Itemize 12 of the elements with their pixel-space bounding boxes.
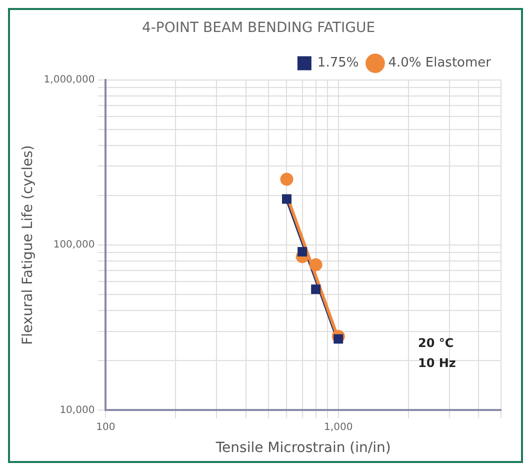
x-axis-title: Tensile Microstrain (in/in): [214, 440, 391, 456]
annotation: 10 Hz: [418, 356, 456, 370]
x-tick-label: 100: [96, 422, 116, 433]
y-tick-label: 10,000: [60, 404, 95, 416]
y-tick-label: 1,000,000: [44, 74, 95, 86]
legend-label: 1.75%: [317, 56, 359, 71]
y-axis-title: Flexural Fatigue Life (cycles): [20, 145, 36, 345]
y-tick-label: 100,000: [53, 240, 95, 251]
legend-label: 4.0% Elastomer: [388, 56, 492, 71]
annotation: 20 °C: [418, 336, 454, 350]
x-tick-label: 1,000: [324, 422, 353, 433]
chart-title: 4-POINT BEAM BENDING FATIGUE: [142, 20, 376, 36]
